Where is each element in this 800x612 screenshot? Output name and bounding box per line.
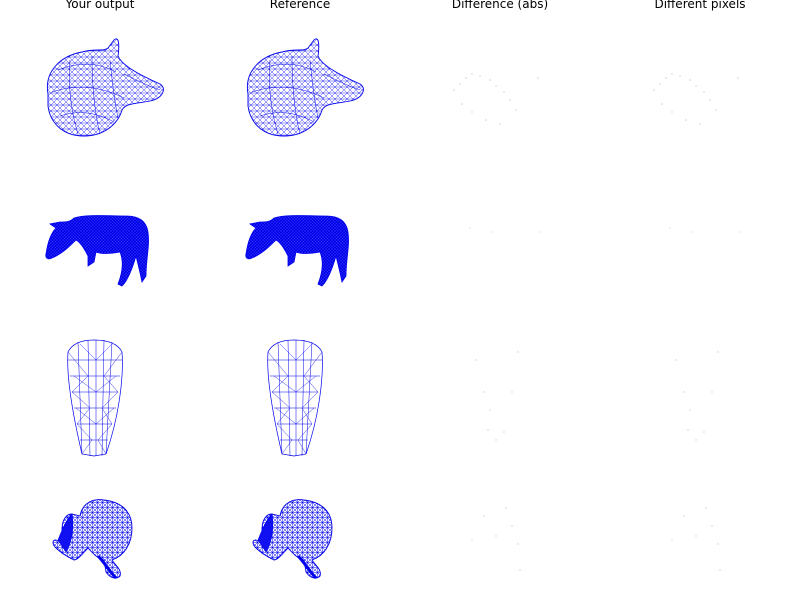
cow-reference-image <box>245 215 349 287</box>
column-title-reference: Reference <box>269 0 331 11</box>
cone-output-image <box>67 339 123 457</box>
cup-output-image <box>46 38 164 137</box>
cup-different-pixels-image <box>653 73 741 571</box>
column-title-difference-abs: Difference (abs) <box>451 0 549 11</box>
column-title-different-pixels: Different pixels <box>654 0 746 11</box>
cow-output-image <box>45 215 149 287</box>
armadillo-reference-image <box>251 498 334 580</box>
column-title-your-output: Your output <box>65 0 135 11</box>
cup-difference-image <box>453 73 541 571</box>
armadillo-output-image <box>51 498 134 580</box>
cone-reference-image <box>267 339 323 457</box>
cup-reference-image <box>246 38 364 137</box>
